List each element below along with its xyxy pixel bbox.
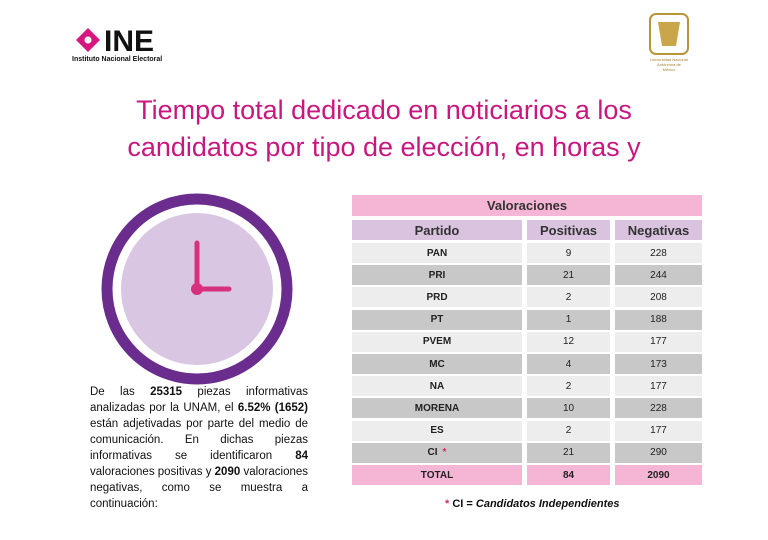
table-cell: 21 — [527, 442, 610, 463]
table-cell: CI * — [352, 442, 522, 463]
table-cell: 10 — [527, 398, 610, 419]
table-cell: 2 — [527, 376, 610, 397]
clock-center — [191, 283, 203, 295]
table-cell: MORENA — [352, 398, 522, 419]
table-cell: PT — [352, 309, 522, 330]
slide-title: Tiempo total dedicado en noticiarios a l… — [0, 92, 768, 166]
table-cell: 177 — [615, 376, 702, 397]
paragraph-segment: están adjetivadas por parte del medio de… — [90, 418, 308, 462]
total-cell: TOTAL — [352, 465, 522, 485]
table-cell: 244 — [615, 265, 702, 286]
footnote-marker: * — [445, 498, 450, 510]
table-cell: PRD — [352, 287, 522, 308]
paragraph-segment: 25315 — [150, 386, 183, 398]
table-cell: 177 — [615, 420, 702, 441]
table-cell: 12 — [527, 331, 610, 352]
paragraph-segment: valoraciones negativas, como se muestra … — [90, 466, 309, 510]
paragraph-segment: 6.52% (1652) — [237, 402, 309, 414]
paragraph-segment: piezas informativas analizadas por la UN… — [90, 386, 308, 414]
paragraph-segment: De las — [90, 386, 151, 398]
column-header: Partido — [352, 220, 522, 240]
table-cell: 21 — [527, 265, 610, 286]
table-cell: NA — [352, 376, 522, 397]
table-cell: 4 — [527, 354, 610, 374]
title-line: candidatos por tipo de elección, en hora… — [127, 132, 641, 162]
table-cell: 173 — [615, 354, 702, 374]
footnote: * CI = Candidatos Independientes — [445, 498, 620, 510]
table-cell: PRI — [352, 265, 522, 286]
table-cell: 2 — [527, 287, 610, 308]
footnote-abbr: CI = — [452, 498, 473, 510]
table-cell: 177 — [615, 331, 702, 352]
logo-subtitle: Instituto Nacional Electoral — [72, 56, 162, 63]
table-cell: 228 — [615, 398, 702, 419]
row-note: * — [442, 447, 447, 459]
table-cell: PAN — [352, 243, 522, 263]
table-cell: 188 — [615, 309, 702, 330]
unam-seal: Universidad Nacional Autónoma de México — [649, 13, 689, 72]
paragraph-segment: 84 — [295, 450, 308, 462]
title-line: Tiempo total dedicado en noticiarios a l… — [136, 95, 632, 125]
table-cell: 228 — [615, 243, 702, 263]
seal-text: México — [663, 67, 676, 72]
table-cell: MC — [352, 354, 522, 374]
seal-text: Universidad Nacional — [650, 57, 688, 62]
table-cell: PVEM — [352, 331, 522, 352]
logo-figure — [84, 36, 92, 44]
table-caption: Valoraciones — [352, 195, 702, 216]
logo-text: INE — [104, 25, 154, 58]
column-header: Positivas — [527, 220, 610, 240]
seal-shape — [649, 13, 689, 55]
column-header: Negativas — [615, 220, 702, 240]
table-cell: 2 — [527, 420, 610, 441]
table-cell: 208 — [615, 287, 702, 308]
footnote-text: Candidatos Independientes — [475, 498, 620, 510]
table-cell: 9 — [527, 243, 610, 263]
table-cell: ES — [352, 420, 522, 441]
ine-logo: INE Instituto Nacional Electoral — [72, 25, 162, 63]
paragraph-segment: valoraciones positivas y — [90, 466, 215, 478]
table-cell: 290 — [615, 442, 702, 463]
total-cell: 2090 — [615, 465, 702, 485]
total-cell: 84 — [527, 465, 610, 485]
paragraph-segment: 2090 — [214, 466, 241, 478]
clock-icon — [101, 193, 293, 385]
table-cell: 1 — [527, 309, 610, 330]
seal-emblem — [658, 22, 680, 46]
seal-text: Autónoma de — [657, 62, 682, 67]
clock-ring — [101, 193, 293, 385]
summary-paragraph: De las 25315 piezas informativas analiza… — [90, 384, 308, 512]
